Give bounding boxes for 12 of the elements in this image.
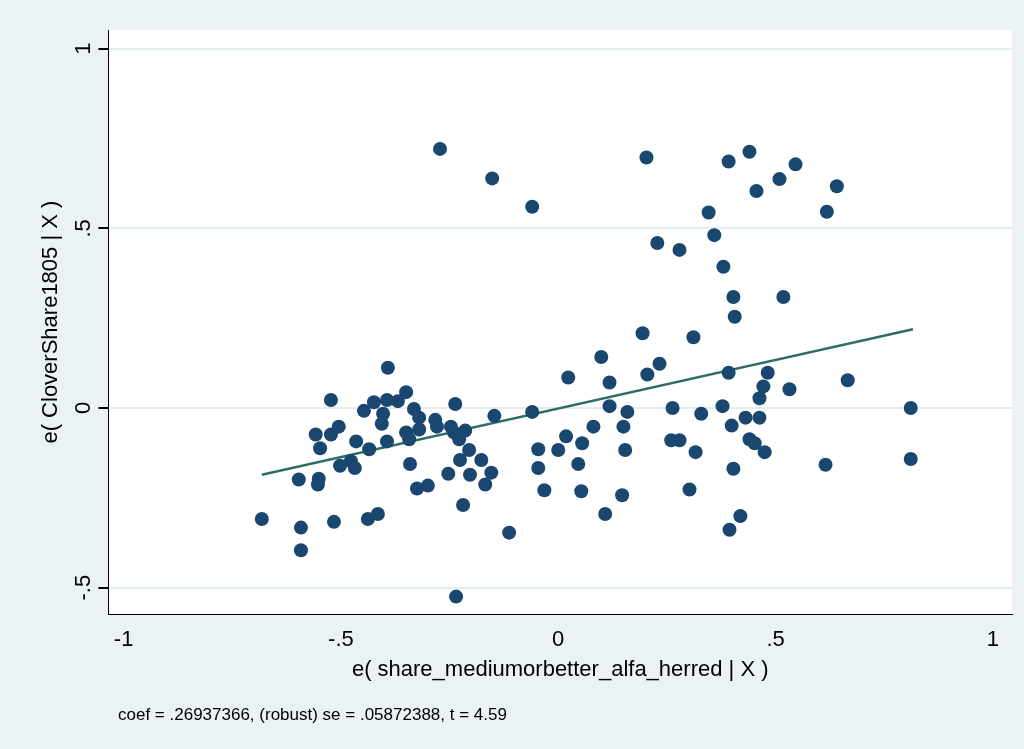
y-tick-label: 1 <box>70 42 96 55</box>
y-tick-label: -.5 <box>70 574 96 601</box>
x-tick-label: -1 <box>113 626 134 652</box>
text: coef = .26937366, (robust) se = .05872388, t = 4.59 <box>118 705 507 724</box>
y-tick-label: .5 <box>70 219 96 238</box>
x-axis-title: e( share_mediumorbetter_alfa_herred | X ) <box>351 655 769 681</box>
x-tick-label: 1 <box>986 626 999 652</box>
x-tick-label: 0 <box>552 626 565 652</box>
x-tick-label: .5 <box>766 626 785 652</box>
y-tick-label: 0 <box>70 401 96 415</box>
y-axis-title: e( CloverShare1805 | X ) <box>37 200 63 444</box>
x-tick-label: -.5 <box>328 626 354 652</box>
